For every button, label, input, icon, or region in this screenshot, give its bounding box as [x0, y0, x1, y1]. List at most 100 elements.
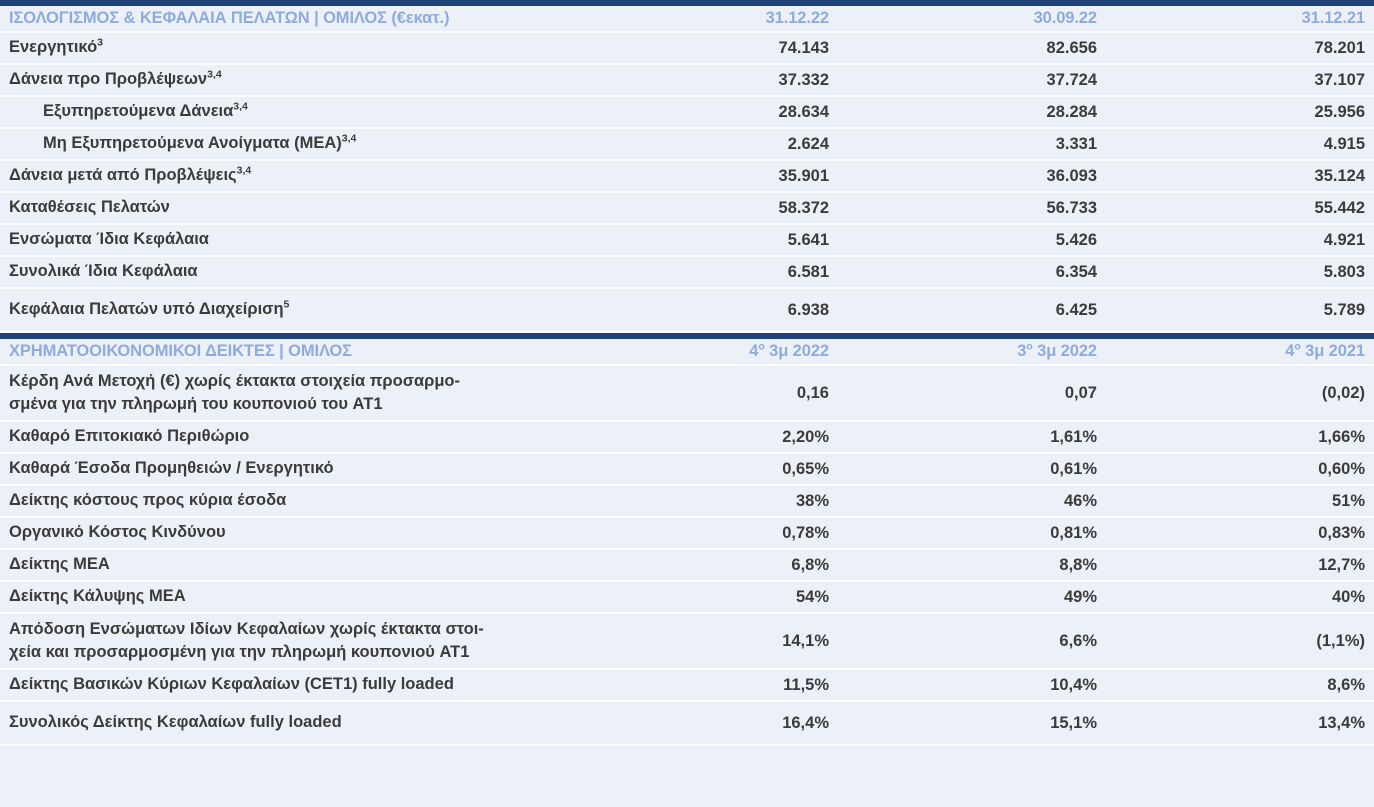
column-header-period: 3μ 2022 — [764, 342, 829, 360]
row-label-cell: Δάνεια προ Προβλέψεων3,4 — [0, 68, 570, 91]
row-value: 46% — [1063, 491, 1097, 510]
row-value: 5.803 — [1323, 262, 1365, 281]
row-value: 0,61% — [1050, 459, 1097, 478]
table-row: Απόδοση Ενσώματων Ιδίων Κεφαλαίων χωρίς … — [0, 614, 1374, 670]
row-value: 37.724 — [1046, 70, 1097, 89]
table-row: Οργανικό Κόστος Κινδύνου 0,78% 0,81% 0,83% — [0, 518, 1374, 550]
row-label-cell: Δείκτης κόστους προς κύρια έσοδα — [0, 489, 570, 512]
column-header: 4ο 3μ 2021 — [1106, 340, 1374, 361]
row-label-cell: Δείκτης Κάλυψης ΜΕΑ — [0, 585, 570, 608]
row-value: 37.332 — [778, 70, 829, 89]
row-value: 6.354 — [1055, 262, 1097, 281]
row-value: 3.331 — [1055, 134, 1097, 153]
row-label: Συνολικός Δείκτης Κεφαλαίων fully loaded — [9, 713, 342, 732]
column-header-text: 4 — [1285, 342, 1295, 360]
row-value: (0,02) — [1321, 383, 1365, 402]
column-header: 3ο 3μ 2022 — [838, 341, 1106, 361]
row-label-cell: Δείκτης ΜΕΑ — [0, 553, 570, 576]
section-balance-sheet: ΙΣΟΛΟΓΙΣΜΟΣ & ΚΕΦΑΛΑΙΑ ΠΕΛΑΤΩΝ | ΟΜΙΛΟΣ … — [0, 0, 1374, 333]
row-value: 4.921 — [1323, 230, 1365, 249]
row-label: Εξυπηρετούμενα Δάνεια — [43, 102, 234, 121]
row-label: Δείκτης Βασικών Κύριων Κεφαλαίων (CET1) … — [9, 675, 454, 694]
row-label-cell: Ενσώματα Ίδια Κεφάλαια — [0, 228, 570, 251]
row-value: 5.641 — [787, 230, 829, 249]
row-label-cell: Καθαρά Έσοδα Προμηθειών / Ενεργητικό — [0, 457, 570, 480]
row-value: 0,65% — [782, 459, 829, 478]
row-value: 15,1% — [1050, 713, 1097, 732]
row-value: 1,61% — [1050, 427, 1097, 446]
row-value: 40% — [1331, 587, 1365, 606]
row-label-cell: Κεφάλαια Πελατών υπό Διαχείριση5 — [0, 298, 570, 321]
row-value: 0,16 — [796, 383, 829, 402]
row-label: Δάνεια μετά από Προβλέψεις — [9, 166, 237, 185]
row-value: 82.656 — [1046, 38, 1097, 57]
row-label-cell: Ενεργητικό3 — [0, 36, 570, 59]
row-label: Καθαρά Έσοδα Προμηθειών / Ενεργητικό — [9, 459, 334, 478]
column-header-superscript: ο — [1294, 340, 1301, 353]
column-header-text: 31.12.21 — [1301, 9, 1366, 27]
row-value: 6,6% — [1059, 631, 1097, 650]
row-label: Καθαρό Επιτοκιακό Περιθώριο — [9, 427, 250, 446]
table-row: Καθαρό Επιτοκιακό Περιθώριο 2,20% 1,61% 1,6… — [0, 422, 1374, 454]
row-label-cell: Κέρδη Ανά Μετοχή (€) χωρίς έκτακτα στοιχ… — [0, 370, 570, 416]
row-value: 35.124 — [1314, 166, 1365, 185]
row-value: 36.093 — [1046, 166, 1097, 185]
row-value: 49% — [1063, 587, 1097, 606]
row-value: 10,4% — [1050, 675, 1097, 694]
row-label-cell: Δείκτης Βασικών Κύριων Κεφαλαίων (CET1) … — [0, 673, 570, 696]
row-value: 78.201 — [1314, 38, 1365, 57]
row-value: 25.956 — [1314, 102, 1365, 121]
row-label: Δείκτης Κάλυψης ΜΕΑ — [9, 587, 186, 606]
row-value: 6,8% — [791, 555, 829, 574]
table-row: Καταθέσεις Πελατών 58.372 56.733 55.442 — [0, 193, 1374, 225]
table-row: Δείκτης ΜΕΑ 6,8% 8,8% 12,7% — [0, 550, 1374, 582]
row-label: Κέρδη Ανά Μετοχή (€) χωρίς έκτακτα στοιχ… — [9, 371, 461, 413]
column-header-text: 31.12.22 — [765, 9, 830, 27]
row-label-footnote: 3,4 — [341, 132, 357, 145]
column-header: 4ο 3μ 2022 — [570, 341, 838, 361]
section-title: ΧΡΗΜΑΤΟΟΙΚΟΝΟΜΙΚΟΙ ΔΕΙΚΤΕΣ | ΟΜΙΛΟΣ — [9, 342, 352, 360]
row-label-cell: Καθαρό Επιτοκιακό Περιθώριο — [0, 425, 570, 448]
row-label-cell: Απόδοση Ενσώματων Ιδίων Κεφαλαίων χωρίς … — [0, 618, 570, 664]
table-row: Συνολικός Δείκτης Κεφαλαίων fully loaded… — [0, 702, 1374, 746]
row-label-footnote: 5 — [283, 298, 290, 311]
row-value: 38% — [795, 491, 829, 510]
row-value: 13,4% — [1318, 713, 1365, 732]
row-label: Δάνεια προ Προβλέψεων — [9, 70, 208, 89]
row-value: 5.789 — [1323, 300, 1365, 319]
row-value: 5.426 — [1055, 230, 1097, 249]
section-header-row: ΙΣΟΛΟΓΙΣΜΟΣ & ΚΕΦΑΛΑΙΑ ΠΕΛΑΤΩΝ | ΟΜΙΛΟΣ … — [0, 6, 1374, 33]
row-value: 6.938 — [787, 300, 829, 319]
row-value: 55.442 — [1314, 198, 1365, 217]
column-header-period: 3μ 2021 — [1300, 342, 1365, 360]
row-value: 37.107 — [1314, 70, 1365, 89]
row-value: 4.915 — [1323, 134, 1365, 153]
table-row: Δείκτης κόστους προς κύρια έσοδα 38% 46% 51… — [0, 486, 1374, 518]
section-title: ΙΣΟΛΟΓΙΣΜΟΣ & ΚΕΦΑΛΑΙΑ ΠΕΛΑΤΩΝ | ΟΜΙΛΟΣ … — [9, 9, 450, 27]
section-top-divider — [0, 333, 1374, 339]
table-row: Κεφάλαια Πελατών υπό Διαχείριση5 6.938 6.4… — [0, 289, 1374, 333]
column-header-period: 3μ 2022 — [1032, 342, 1097, 360]
row-value: 2,20% — [782, 427, 829, 446]
table-row: Καθαρά Έσοδα Προμηθειών / Ενεργητικό 0,65… — [0, 454, 1374, 486]
column-header-text: 3 — [1017, 342, 1027, 360]
row-label-cell: Συνολικά Ίδια Κεφάλαια — [0, 260, 570, 283]
column-header: 31.12.21 — [1106, 9, 1374, 28]
row-label: Ενσώματα Ίδια Κεφάλαια — [9, 230, 209, 249]
row-label-cell: Εξυπηρετούμενα Δάνεια3,4 — [0, 100, 570, 123]
table-row: Συνολικά Ίδια Κεφάλαια 6.581 6.354 5.803 — [0, 257, 1374, 289]
row-label: Κεφάλαια Πελατών υπό Διαχείριση — [9, 300, 284, 319]
column-header: 31.12.22 — [570, 9, 838, 28]
row-value: 28.634 — [778, 102, 829, 121]
row-value: 16,4% — [782, 713, 829, 732]
row-value: 8,8% — [1059, 555, 1097, 574]
table-row: Δείκτης Βασικών Κύριων Κεφαλαίων (CET1) … — [0, 670, 1374, 702]
row-value: 74.143 — [778, 38, 829, 57]
section-header-row: ΧΡΗΜΑΤΟΟΙΚΟΝΟΜΙΚΟΙ ΔΕΙΚΤΕΣ | ΟΜΙΛΟΣ 4ο 3μ… — [0, 339, 1374, 366]
table-row: Εξυπηρετούμενα Δάνεια3,4 28.634 28.284 25.9… — [0, 97, 1374, 129]
row-value: 11,5% — [783, 675, 829, 694]
row-label-cell: Συνολικός Δείκτης Κεφαλαίων fully loaded — [0, 711, 570, 734]
row-value: 35.901 — [778, 166, 829, 185]
table-row: Ενσώματα Ίδια Κεφάλαια 5.641 5.426 4.921 — [0, 225, 1374, 257]
row-value: 0,07 — [1064, 383, 1097, 402]
